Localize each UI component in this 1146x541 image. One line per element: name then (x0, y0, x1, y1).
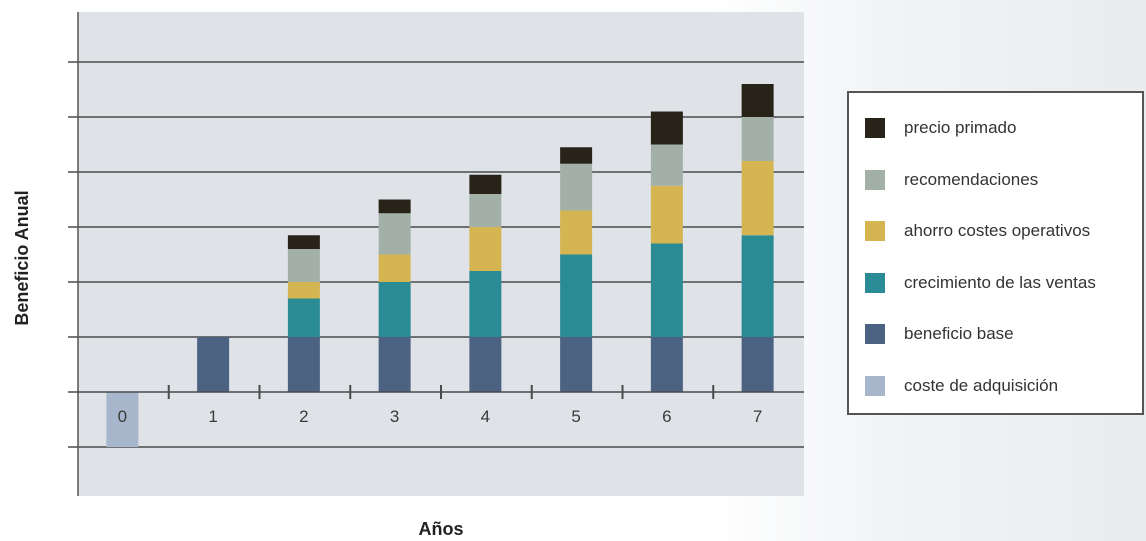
bars (106, 84, 774, 447)
legend-swatch (865, 118, 885, 138)
bar-segment (741, 117, 774, 161)
bar-segment (378, 254, 411, 282)
legend: precio primado recomendaciones ahorro cost… (847, 91, 1144, 415)
bar-segment (741, 235, 774, 337)
y-axis-title: Beneficio Anual (12, 190, 32, 325)
x-tick-label: 1 (208, 407, 217, 426)
x-tick-label: 5 (571, 407, 580, 426)
bar-segment (741, 161, 774, 236)
legend-label: precio primado (904, 118, 1017, 137)
bar-segment (650, 337, 683, 392)
bar-segment (287, 235, 320, 249)
bar-segment (650, 185, 683, 244)
legend-label: recomendaciones (904, 169, 1039, 189)
legend-item: ahorro costes operativos (865, 220, 1090, 242)
legend-label: beneficio base (904, 324, 1014, 343)
x-tick-label: 0 (118, 407, 127, 426)
bar-segment (287, 249, 320, 282)
bar-segment (560, 210, 593, 255)
x-tick-label: 3 (390, 407, 399, 426)
bar-segment (378, 337, 411, 392)
bar-segment (469, 271, 502, 337)
bar-segment (469, 194, 502, 227)
plot-area (78, 12, 804, 496)
bar-segment (650, 144, 683, 186)
legend-swatch (865, 375, 885, 396)
legend-label: ahorro costes operativos (904, 221, 1091, 240)
bar-segment (650, 243, 683, 337)
x-tick-label: 7 (753, 407, 762, 426)
x-tick-label: 6 (662, 407, 671, 426)
bar-segment (378, 282, 411, 337)
bar-segment (106, 392, 139, 447)
legend-swatch (865, 272, 885, 293)
legend-swatch (865, 324, 885, 344)
bar-segment (741, 337, 774, 392)
legend-label: crecimiento de las ventas (904, 272, 1096, 292)
bar-segment (469, 227, 502, 271)
legend-swatch (865, 221, 885, 241)
x-tick-label: 2 (299, 407, 308, 426)
bar-segment (560, 254, 593, 337)
x-tick-label: 4 (481, 407, 490, 426)
bar-segment (560, 337, 593, 392)
bar-segment (197, 337, 230, 392)
bar-segment (560, 163, 593, 211)
bar-segment (287, 337, 320, 392)
legend-item: beneficio base (865, 323, 1014, 345)
legend-item: recomendaciones (865, 169, 1038, 191)
legend-item: precio primado (865, 117, 1016, 139)
bar-segment (287, 298, 320, 337)
bar-segment (378, 213, 411, 255)
legend-label: coste de adquisición (904, 375, 1059, 395)
legend-swatch (865, 169, 885, 190)
bar-segment (560, 147, 593, 164)
legend-item: coste de adquisición (865, 375, 1058, 397)
bar-segment (650, 111, 683, 145)
legend-item: crecimiento de las ventas (865, 272, 1096, 294)
x-axis: 0 1 2 3 4 5 6 7 (68, 385, 804, 426)
bar-segment (469, 337, 502, 392)
bar-segment (378, 199, 411, 214)
bar-segment (287, 282, 320, 299)
bar-segment (469, 174, 502, 194)
x-axis-title: Años (419, 519, 464, 539)
bar-segment (741, 84, 774, 117)
